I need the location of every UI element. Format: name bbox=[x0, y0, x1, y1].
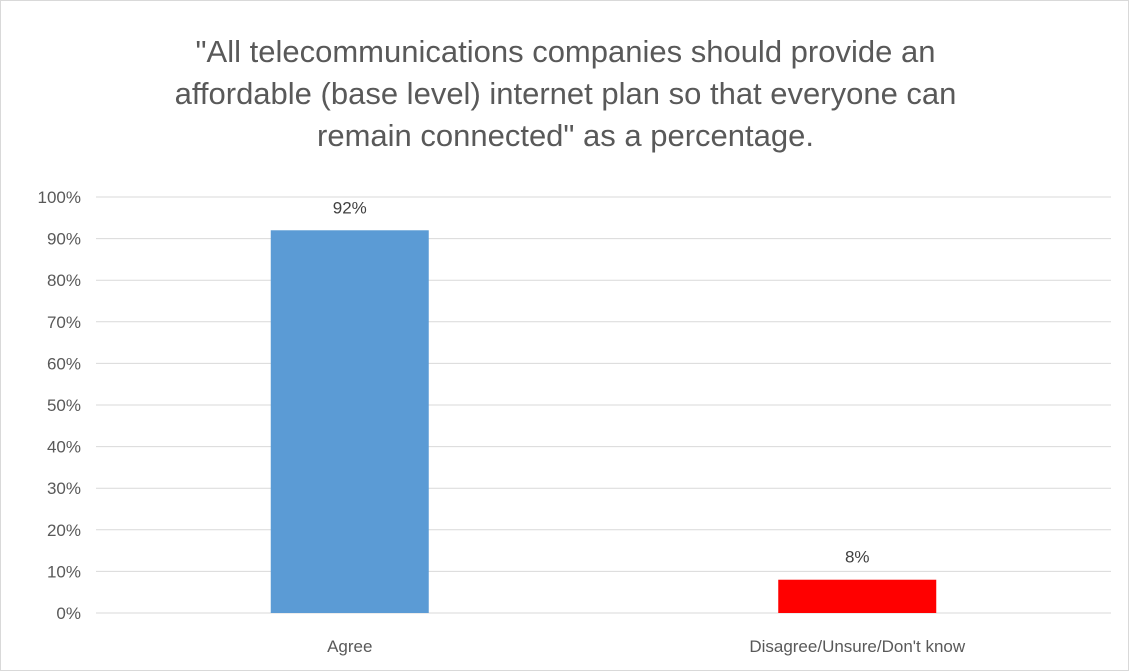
data-label: 8% bbox=[845, 548, 870, 567]
bar bbox=[778, 579, 937, 613]
y-tick-label: 10% bbox=[47, 562, 81, 581]
y-tick-label: 30% bbox=[47, 479, 81, 498]
data-label: 92% bbox=[333, 198, 367, 217]
y-tick-label: 20% bbox=[47, 521, 81, 540]
y-tick-label: 0% bbox=[56, 604, 81, 623]
bar bbox=[270, 230, 429, 613]
y-tick-label: 60% bbox=[47, 354, 81, 373]
y-tick-label: 50% bbox=[47, 396, 81, 415]
y-tick-label: 80% bbox=[47, 271, 81, 290]
x-tick-label: Agree bbox=[327, 637, 372, 656]
chart-title: "All telecommunications companies should… bbox=[174, 34, 957, 153]
x-tick-label: Disagree/Unsure/Don't know bbox=[749, 637, 966, 656]
y-tick-label: 40% bbox=[47, 438, 81, 457]
y-tick-label: 90% bbox=[47, 230, 81, 249]
y-tick-label: 100% bbox=[38, 188, 81, 207]
y-tick-label: 70% bbox=[47, 313, 81, 332]
